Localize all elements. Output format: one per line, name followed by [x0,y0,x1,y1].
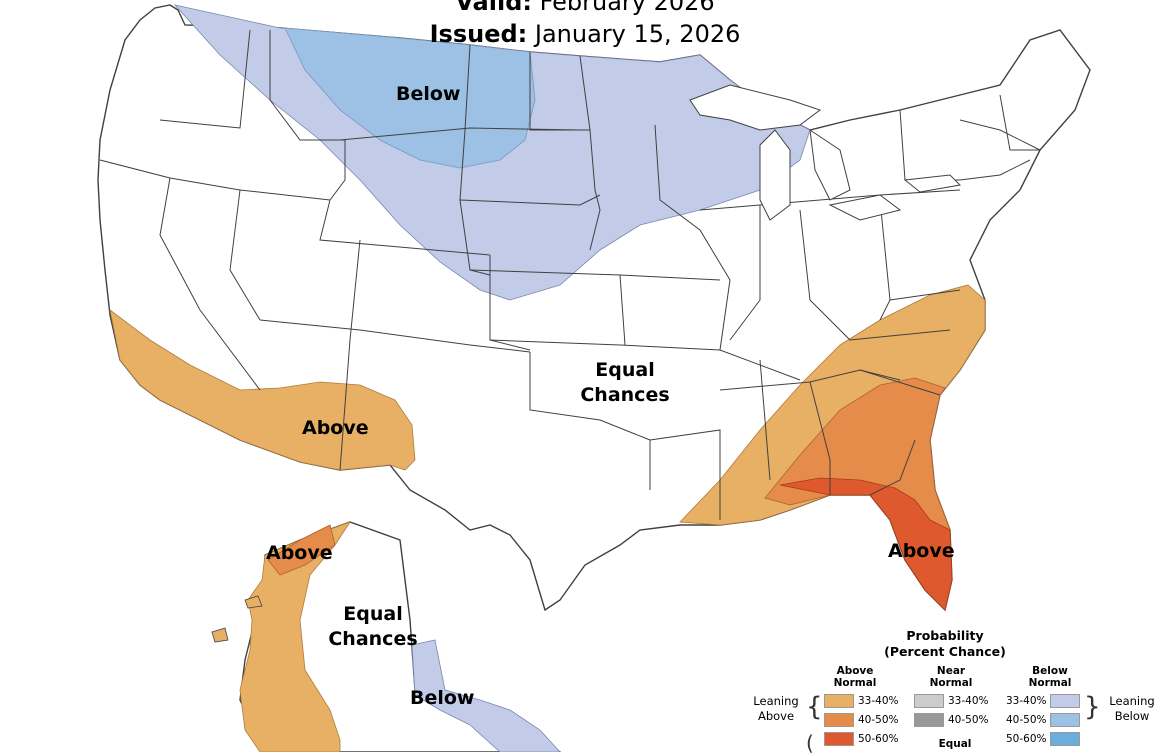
valid-line: Valid: February 2026 [0,0,1170,18]
leaning-below-brace: } [1084,692,1101,722]
pct-near-40: 40-50% [948,714,989,726]
issued-line: Issued: January 15, 2026 [0,18,1170,50]
valid-key: Valid: [455,0,532,16]
probability-legend: Probability (Percent Chance) Above Norma… [740,626,1170,755]
leaning-above-1: Leaning [753,694,799,708]
below-header-2: Normal [1028,677,1072,689]
equal-line2: Chances [580,384,670,406]
above-header-1: Above [836,665,874,677]
above-header-2: Normal [833,677,877,689]
above-normal-header: Above Normal [820,665,890,689]
leaning-below-2: Below [1114,709,1150,723]
ak-equal-line2: Chances [328,628,418,650]
issued-value: January 15, 2026 [534,20,741,48]
issued-key: Issued: [429,20,528,48]
leaning-below-1: Leaning [1109,694,1155,708]
leaning-above-brace: { [806,692,823,722]
swatch-above-50 [824,732,854,746]
pct-above-50: 50-60% [858,733,899,745]
alaska-above-40-region [267,524,336,576]
legend-title-line2: (Percent Chance) [884,644,1006,659]
swatch-above-40 [824,713,854,727]
label-above-alaska: Above [266,542,333,564]
near-header-1: Near [936,665,966,677]
label-above-southwest: Above [302,417,369,439]
pct-below-40: 40-50% [1006,714,1047,726]
great-lakes [689,84,962,221]
near-normal-header: Near Normal [916,665,986,689]
pct-below-33: 33-40% [1006,695,1047,707]
equal-line1: Equal [595,359,655,381]
aleutian-islands [211,595,263,643]
label-below-alaska: Below [410,687,475,709]
leaning-below-label: Leaning Below [1100,694,1164,724]
label-below-north: Below [396,83,461,105]
alaska-below-region [411,639,561,752]
pct-above-40: 40-50% [858,714,899,726]
near-header-2: Normal [929,677,973,689]
valid-value: February 2026 [539,0,715,16]
swatch-below-33 [1050,694,1080,708]
map-header: Valid: February 2026 Issued: January 15,… [0,0,1170,50]
label-above-florida: Above [888,540,955,562]
swatch-below-50 [1050,732,1080,746]
below-header-1: Below [1032,665,1068,677]
swatch-above-33 [824,694,854,708]
pct-near-33: 33-40% [948,695,989,707]
pct-below-50: 50-60% [1006,733,1047,745]
equal-label: Equal [938,738,972,750]
leaning-above-2: Above [757,709,795,723]
pct-above-33: 33-40% [858,695,899,707]
above-normal-florida-50-region [779,477,953,611]
label-equal-chances-conus: Equal Chances [580,358,670,408]
ak-equal-line1: Equal [343,603,403,625]
below-normal-header: Below Normal [1015,665,1085,689]
legend-title: Probability (Percent Chance) [870,628,1020,660]
swatch-near-33 [914,694,944,708]
swatch-near-40 [914,713,944,727]
state-boundaries [99,29,1041,520]
label-equal-chances-alaska: Equal Chances [328,602,418,652]
leaning-above-lower-brace: ( [806,731,814,755]
leaning-above-label: Leaning Above [744,694,808,724]
above-normal-southwest-region [109,309,416,471]
legend-title-line1: Probability [906,628,984,643]
alaska-above-33-region [239,521,351,752]
swatch-below-40 [1050,713,1080,727]
